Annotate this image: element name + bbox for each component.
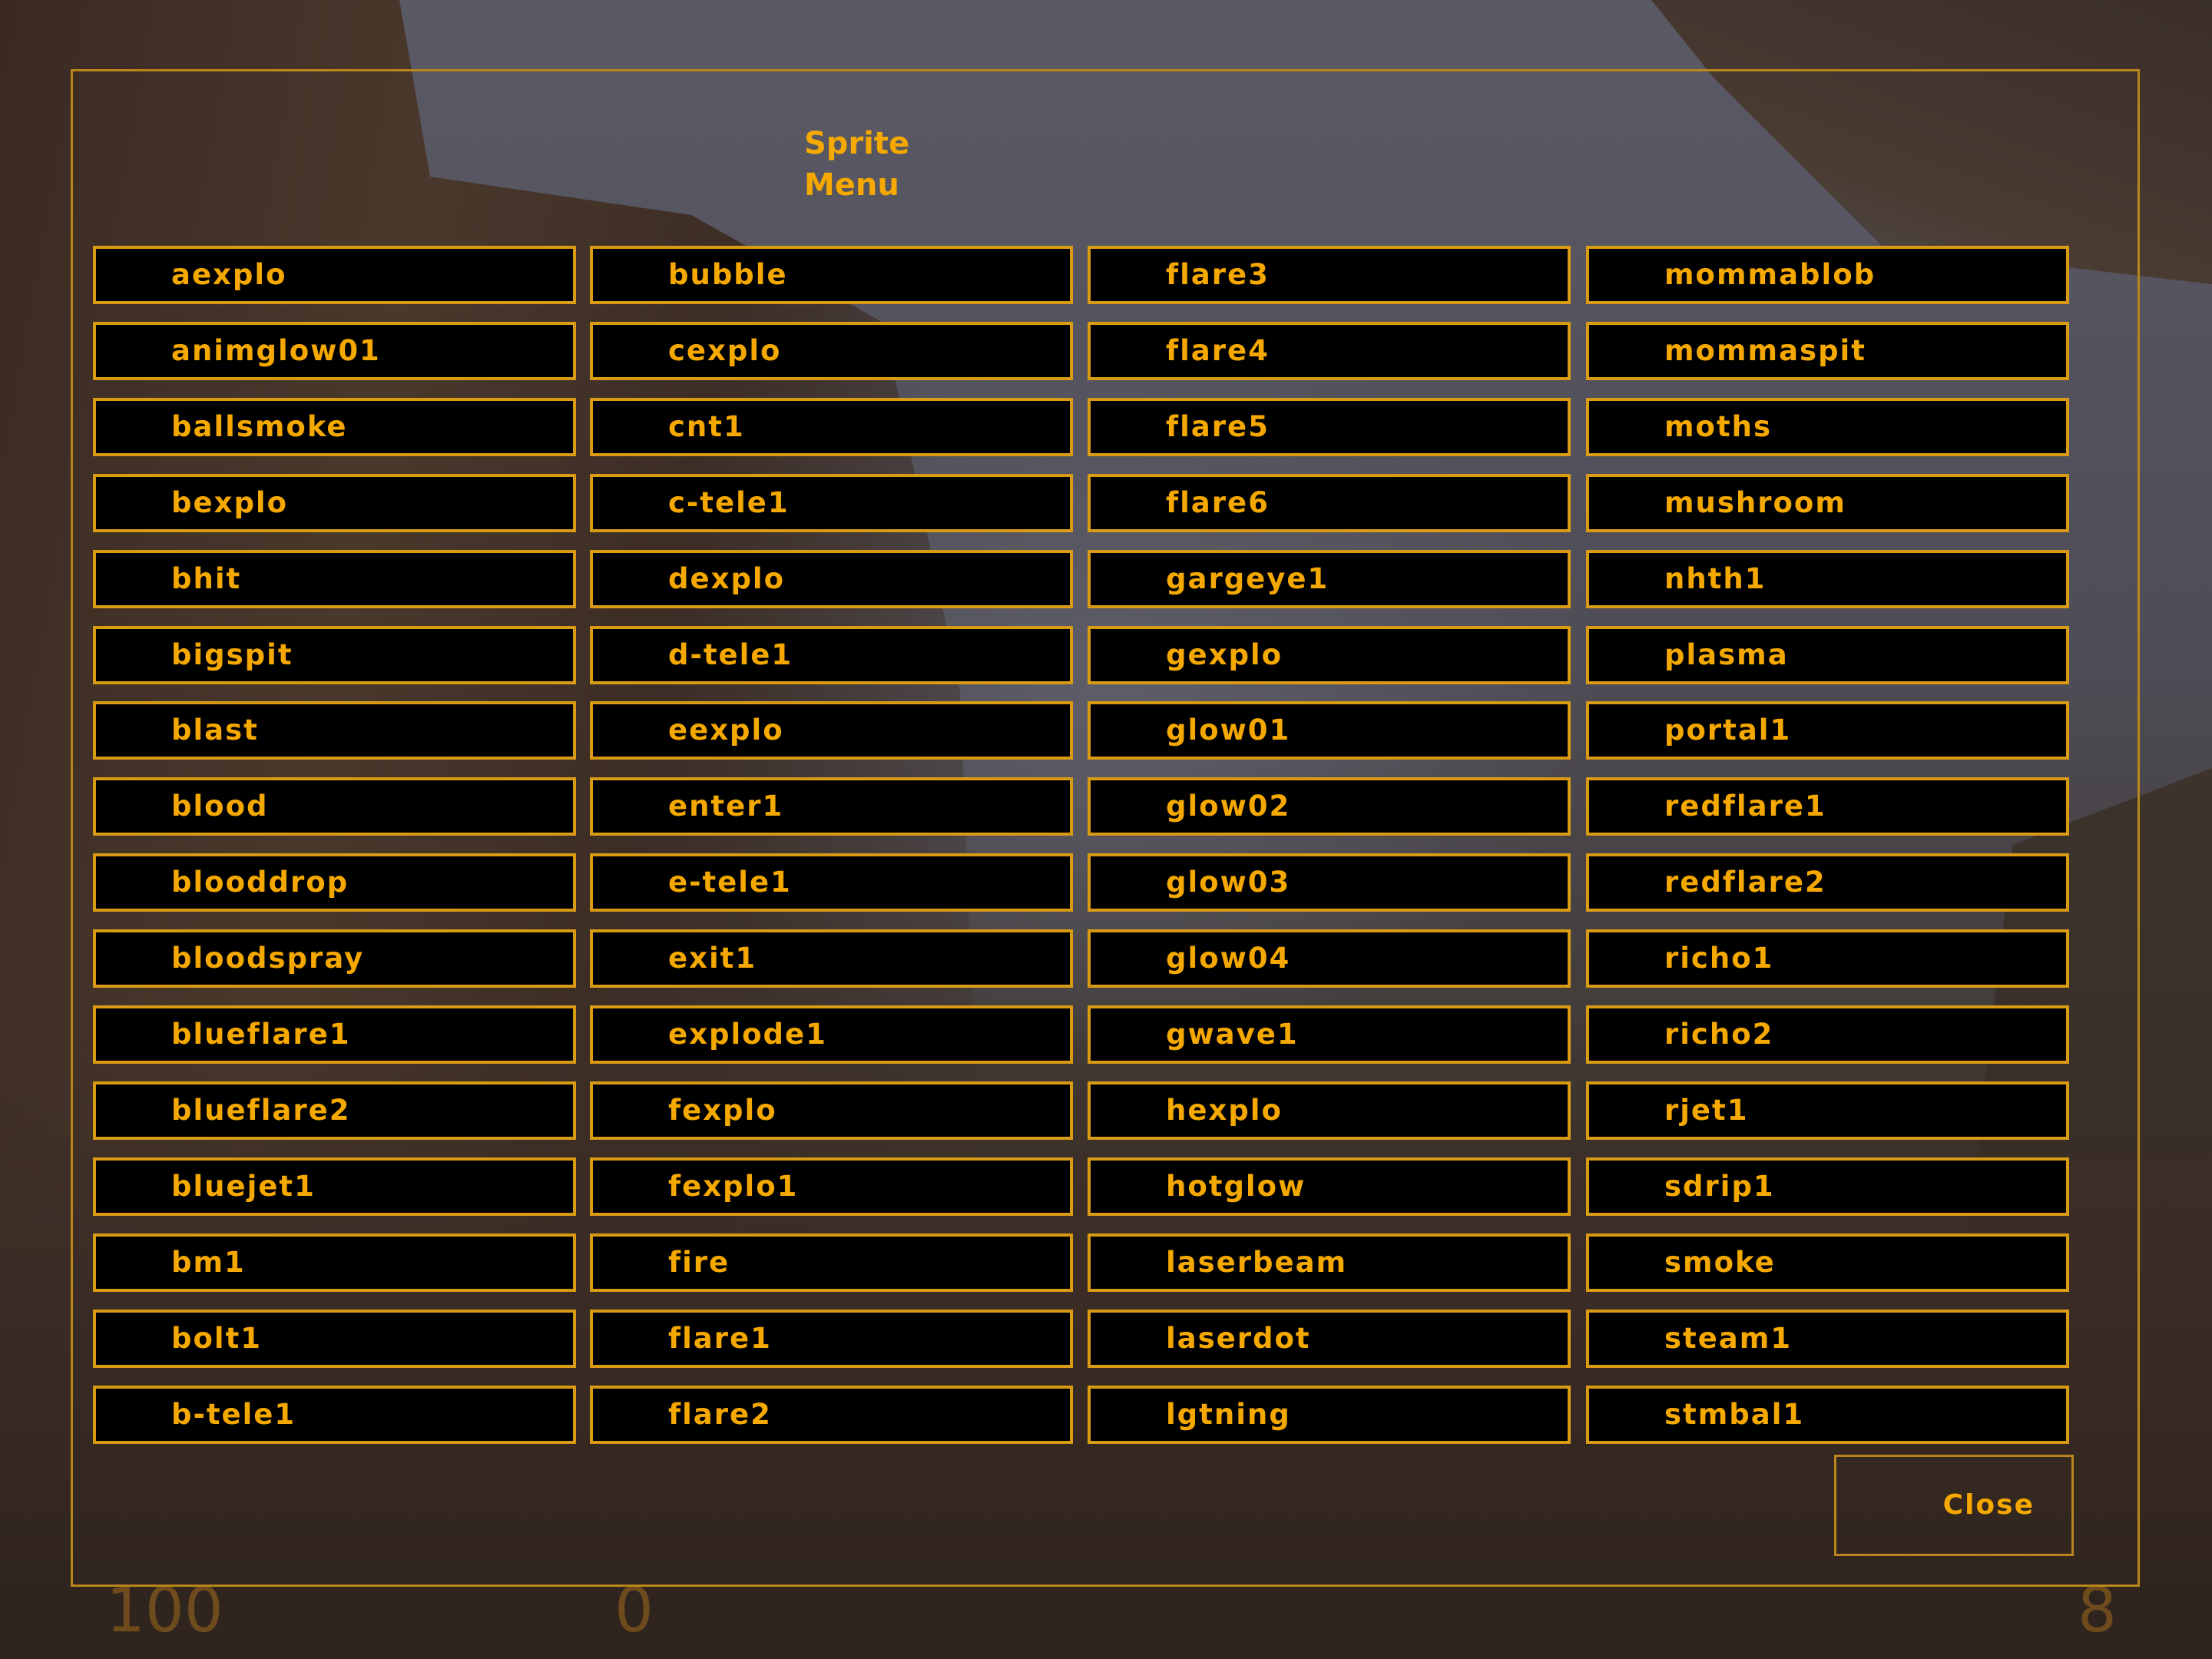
sprite-button[interactable]: c-tele1 <box>590 474 1073 532</box>
sprite-button[interactable]: plasma <box>1586 626 2069 684</box>
sprite-button[interactable]: ballsmoke <box>93 398 576 456</box>
sprite-button[interactable]: glow04 <box>1088 929 1571 988</box>
sprite-button[interactable]: flare5 <box>1088 398 1571 456</box>
sprite-button[interactable]: hotglow <box>1088 1157 1571 1216</box>
sprite-button[interactable]: portal1 <box>1586 701 2069 760</box>
sprite-button[interactable]: laserdot <box>1088 1310 1571 1368</box>
sprite-button[interactable]: fexplo <box>590 1081 1073 1140</box>
sprite-button[interactable]: laserbeam <box>1088 1233 1571 1292</box>
sprite-button[interactable]: enter1 <box>590 777 1073 836</box>
sprite-button[interactable]: redflare1 <box>1586 777 2069 836</box>
sprite-button[interactable]: smoke <box>1586 1233 2069 1292</box>
menu-title-line2: Menu <box>804 167 899 203</box>
sprite-button[interactable]: gargeye1 <box>1088 550 1571 608</box>
sprite-button[interactable]: animglow01 <box>93 322 576 380</box>
sprite-button[interactable]: hexplo <box>1088 1081 1571 1140</box>
sprite-button[interactable]: eexplo <box>590 701 1073 760</box>
sprite-button[interactable]: explode1 <box>590 1005 1073 1064</box>
sprite-button[interactable]: richo1 <box>1586 929 2069 988</box>
sprite-button[interactable]: glow03 <box>1088 853 1571 912</box>
sprite-button[interactable]: bhit <box>93 550 576 608</box>
sprite-button[interactable]: bexplo <box>93 474 576 532</box>
sprite-button[interactable]: mommablob <box>1586 246 2069 304</box>
sprite-button[interactable]: nhth1 <box>1586 550 2069 608</box>
sprite-button[interactable]: mommaspit <box>1586 322 2069 380</box>
sprite-button[interactable]: gexplo <box>1088 626 1571 684</box>
sprite-button[interactable]: fexplo1 <box>590 1157 1073 1216</box>
sprite-button[interactable]: flare1 <box>590 1310 1073 1368</box>
sprite-button[interactable]: dexplo <box>590 550 1073 608</box>
sprite-button[interactable]: moths <box>1586 398 2069 456</box>
sprite-button[interactable]: gwave1 <box>1088 1005 1571 1064</box>
sprite-button[interactable]: blueflare1 <box>93 1005 576 1064</box>
menu-title: Sprite Menu <box>804 123 909 206</box>
sprite-button[interactable]: stmbal1 <box>1586 1386 2069 1444</box>
sprite-button[interactable]: glow01 <box>1088 701 1571 760</box>
sprite-button[interactable]: bolt1 <box>93 1310 576 1368</box>
sprite-button[interactable]: flare4 <box>1088 322 1571 380</box>
sprite-button[interactable]: blooddrop <box>93 853 576 912</box>
sprite-button[interactable]: flare6 <box>1088 474 1571 532</box>
sprite-button[interactable]: bluejet1 <box>93 1157 576 1216</box>
sprite-button[interactable]: fire <box>590 1233 1073 1292</box>
sprite-button[interactable]: blueflare2 <box>93 1081 576 1140</box>
sprite-button[interactable]: steam1 <box>1586 1310 2069 1368</box>
menu-title-line1: Sprite <box>804 126 910 161</box>
sprite-button[interactable]: bloodspray <box>93 929 576 988</box>
sprite-button[interactable]: sdrip1 <box>1586 1157 2069 1216</box>
sprite-button[interactable]: richo2 <box>1586 1005 2069 1064</box>
sprite-button[interactable]: flare3 <box>1088 246 1571 304</box>
sprite-button[interactable]: rjet1 <box>1586 1081 2069 1140</box>
sprite-button[interactable]: e-tele1 <box>590 853 1073 912</box>
sprite-button[interactable]: blood <box>93 777 576 836</box>
sprite-button[interactable]: bm1 <box>93 1233 576 1292</box>
sprite-button[interactable]: blast <box>93 701 576 760</box>
close-button[interactable]: Close <box>1834 1455 2074 1556</box>
sprite-menu-panel <box>71 69 2140 1587</box>
sprite-button[interactable]: cexplo <box>590 322 1073 380</box>
sprite-button[interactable]: flare2 <box>590 1386 1073 1444</box>
sprite-button[interactable]: b-tele1 <box>93 1386 576 1444</box>
sprite-button[interactable]: bubble <box>590 246 1073 304</box>
sprite-button[interactable]: exit1 <box>590 929 1073 988</box>
sprite-button[interactable]: mushroom <box>1586 474 2069 532</box>
sprite-button[interactable]: glow02 <box>1088 777 1571 836</box>
sprite-button[interactable]: lgtning <box>1088 1386 1571 1444</box>
sprite-button[interactable]: aexplo <box>93 246 576 304</box>
sprite-button[interactable]: d-tele1 <box>590 626 1073 684</box>
sprite-button[interactable]: bigspit <box>93 626 576 684</box>
sprite-button[interactable]: cnt1 <box>590 398 1073 456</box>
sprite-button[interactable]: redflare2 <box>1586 853 2069 912</box>
